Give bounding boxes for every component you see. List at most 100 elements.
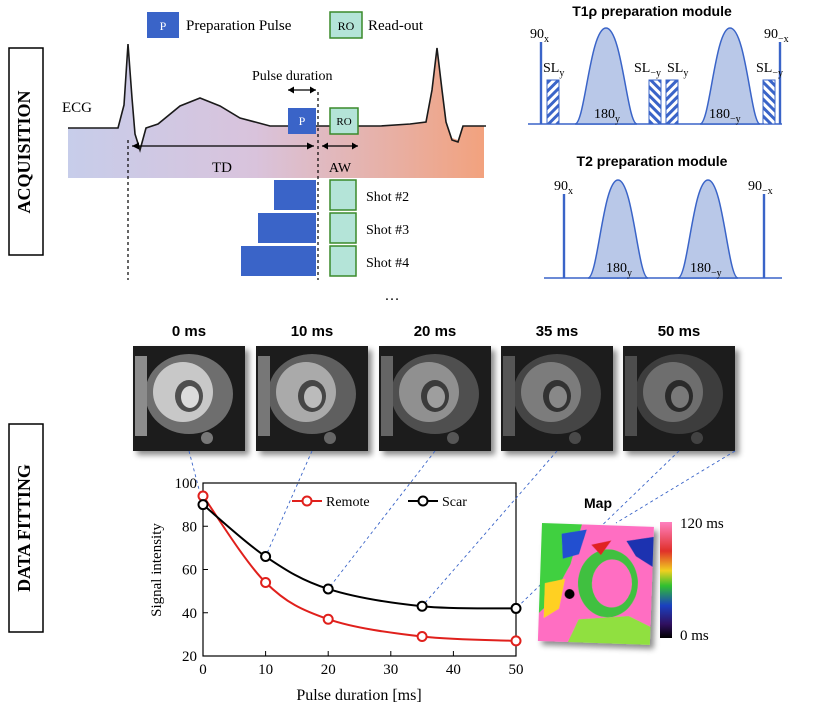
shot-2-pulse	[274, 180, 316, 210]
shot-4-pulse	[241, 246, 316, 276]
readout-swatch	[329, 11, 363, 39]
t1rho-label-sly-2: SLy	[667, 61, 688, 79]
x-tick-label: 40	[446, 662, 461, 678]
mri-image-2	[379, 346, 491, 451]
acquisition-section-label: ACQUISITION	[8, 47, 44, 256]
pulse-duration-arrowheads	[288, 86, 316, 94]
t1rho-label-180negy: 180−y	[709, 107, 741, 125]
image-to-point-connector	[421, 450, 558, 607]
t2-label-180y: 180y	[606, 261, 632, 279]
mri-chest-wall	[503, 356, 515, 436]
t1rho-label-180y: 180y	[594, 107, 620, 125]
mri-image-0	[133, 346, 245, 451]
t1rho-module: T1ρ preparation module 90x SLy 180y SL−y…	[528, 3, 789, 125]
t1rho-label-sly-1: SLy	[543, 61, 564, 79]
x-tick-label: 30	[383, 662, 398, 678]
shot-3-label: Shot #3	[366, 223, 409, 238]
data-point-remote	[322, 613, 334, 625]
chart-y-axis-label: Signal intensity	[149, 523, 165, 617]
ecg-diagram: ECG Pulse duration P RO TD AW Shot #2 Sh…	[62, 43, 486, 304]
x-tick-label: 50	[509, 662, 524, 678]
pulse-duration-label: Pulse duration	[252, 69, 333, 84]
mri-lv-cavity	[427, 386, 445, 408]
data-point-remote	[416, 631, 428, 643]
t1rho-sl-negy-block-2	[762, 79, 776, 125]
mri-time-label: 35 ms	[536, 323, 579, 340]
t2-label-180negy: 180−y	[690, 261, 722, 279]
mri-image-3	[501, 346, 613, 451]
t2-180negy-pulse	[677, 179, 739, 279]
ro-swatch-label: RO	[338, 19, 355, 33]
mri-image-row: 0 ms 10 ms 20 ms 35 ms 50 ms	[133, 323, 735, 451]
t1rho-180y-pulse	[574, 27, 638, 125]
map-image	[537, 523, 654, 645]
data-point-scar	[416, 600, 428, 612]
mri-time-label: 50 ms	[658, 323, 701, 340]
p-swatch-label: P	[160, 19, 167, 33]
colorbar-max-label: 120 ms	[680, 516, 724, 532]
mri-time-label: 20 ms	[414, 323, 457, 340]
mri-chest-wall	[135, 356, 147, 436]
t1rho-label-90x: 90x	[530, 27, 549, 45]
mri-aorta	[201, 432, 213, 444]
mri-lv-cavity	[549, 386, 567, 408]
p-box-label: P	[299, 114, 306, 128]
data-point-scar	[322, 583, 334, 595]
ecg-label: ECG	[62, 100, 92, 116]
preparation-pulse-swatch	[147, 12, 179, 38]
shot-4-readout	[329, 245, 357, 277]
t1rho-label-sl-negy-2: SL−y	[756, 61, 783, 79]
y-tick-label: 100	[175, 476, 198, 492]
mri-aorta	[569, 432, 581, 444]
more-shots-ellipsis: …	[385, 288, 400, 304]
readout-box	[329, 107, 359, 135]
ro-box-label: RO	[336, 116, 351, 128]
t1rho-sl-y-block-2	[665, 79, 679, 125]
mri-aorta	[324, 432, 336, 444]
mri-image-1	[256, 346, 368, 451]
mri-chest-wall	[381, 356, 393, 436]
t1rho-sl-negy-block-1	[648, 79, 662, 125]
shot-3-readout	[329, 212, 357, 244]
preparation-pulse-label: Preparation Pulse	[186, 18, 292, 34]
image-to-point-connector	[265, 450, 313, 557]
t1rho-map: Map 120 ms 0 ms	[537, 495, 724, 645]
shot-2-label: Shot #2	[366, 190, 409, 205]
t1rho-label-90negx: 90−x	[764, 27, 789, 45]
data-fitting-section-label: DATA FITTING	[8, 423, 44, 633]
data-point-remote	[510, 635, 522, 647]
t2-label-90negx: 90−x	[748, 179, 773, 197]
mri-lv-cavity	[181, 386, 199, 408]
t2-180y-pulse	[587, 179, 649, 279]
data-fitting-title: DATA FITTING	[14, 464, 34, 592]
data-point-scar	[510, 602, 522, 614]
legend-scar-label: Scar	[442, 495, 467, 510]
readout-label: Read-out	[368, 18, 424, 34]
chart-legend: Remote Scar	[292, 495, 467, 510]
t1rho-label-sl-negy-1: SL−y	[634, 61, 661, 79]
t2-label-90x: 90x	[554, 179, 573, 197]
mri-time-label: 10 ms	[291, 323, 334, 340]
legend-remote-marker	[301, 495, 313, 507]
x-tick-label: 20	[321, 662, 336, 678]
ecg-trace	[68, 43, 486, 153]
y-tick-label: 40	[182, 606, 197, 622]
shot-4-label: Shot #4	[366, 256, 409, 271]
mri-lv-cavity	[304, 386, 322, 408]
mri-aorta	[447, 432, 459, 444]
shot-3-pulse	[258, 213, 316, 243]
acquisition-title: ACQUISITION	[14, 90, 34, 213]
legend-top: P Preparation Pulse RO Read-out	[147, 11, 424, 39]
t1rho-sl-y-block-1	[546, 79, 560, 125]
data-point-scar	[197, 499, 209, 511]
shot-2-readout	[329, 179, 357, 211]
t2-module: T2 preparation module 90x 180y 180−y 90−…	[544, 153, 782, 279]
data-point-scar	[260, 551, 272, 563]
x-tick-label: 0	[199, 662, 207, 678]
map-title: Map	[584, 495, 612, 511]
x-tick-label: 10	[258, 662, 273, 678]
image-to-point-connector	[327, 450, 436, 590]
mri-lv-cavity	[671, 386, 689, 408]
